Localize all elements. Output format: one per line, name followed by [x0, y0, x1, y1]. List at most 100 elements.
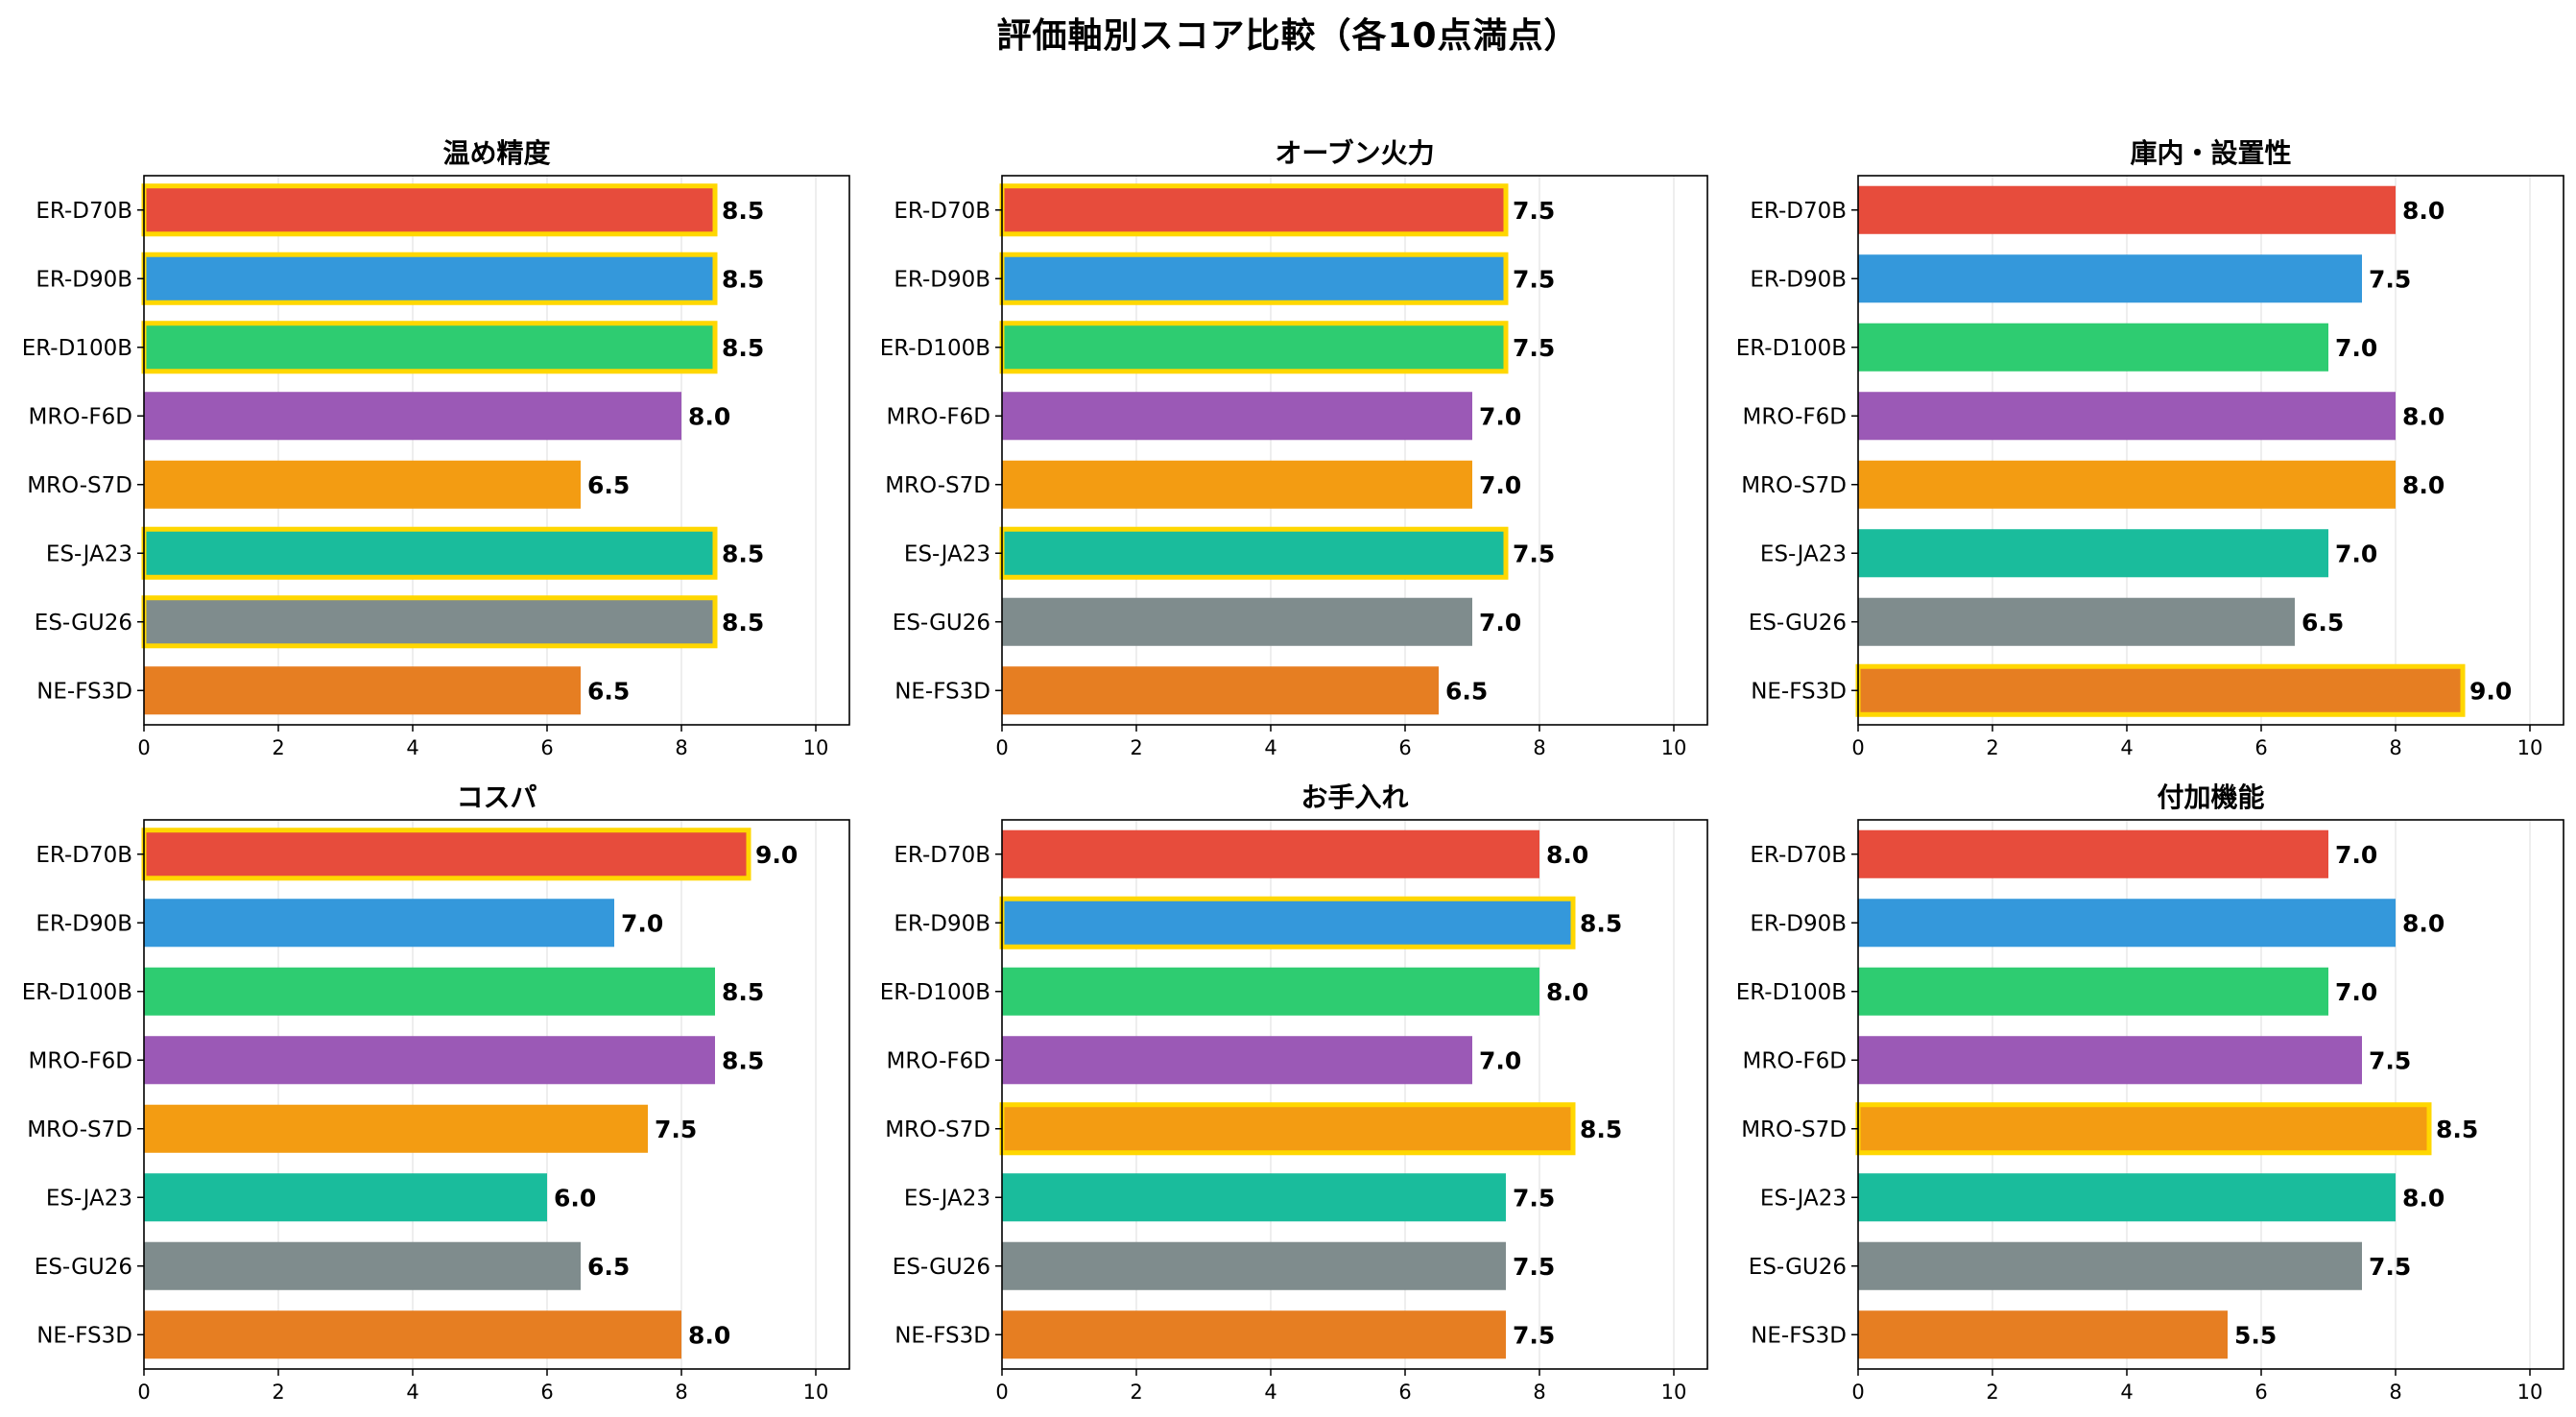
bar-MRO-F6D	[1002, 392, 1472, 441]
ytick-label: ER-D70B	[36, 843, 132, 868]
value-label: 7.0	[2335, 841, 2377, 869]
bar-NE-FS3D	[1858, 1310, 2228, 1359]
value-label: 7.0	[2335, 334, 2377, 362]
xtick-label: 2	[272, 736, 284, 759]
value-label: 8.5	[1580, 1116, 1622, 1143]
ytick-label: ES-GU26	[893, 1255, 990, 1280]
bar-MRO-F6D	[1858, 1036, 2362, 1085]
ytick-label: NE-FS3D	[1751, 679, 1847, 704]
bar-ER-D70B	[999, 183, 1509, 237]
panel-4: コスパ 9.0 ER-D70B 7.0 ER-D90B 8.5 ER-D100B 8.5 MRO…	[22, 781, 850, 1404]
plot-frame	[1857, 819, 2564, 1370]
ytick-label: NE-FS3D	[36, 679, 132, 704]
ytick-label: ES-GU26	[893, 611, 990, 636]
xtick-label: 6	[1398, 736, 1411, 759]
value-label: 7.5	[655, 1116, 697, 1143]
xtick-label: 8	[675, 736, 687, 759]
bar-ER-D90B	[999, 896, 1576, 949]
bar-MRO-S7D	[1855, 1102, 2432, 1156]
bar-ES-GU26	[141, 595, 718, 649]
plot-frame	[143, 819, 850, 1370]
ytick-label: ES-GU26	[35, 611, 132, 636]
panel-title: お手入れ	[1300, 781, 1408, 813]
xtick-label: 6	[540, 1381, 553, 1404]
bar-ER-D70B	[1002, 829, 1539, 878]
value-label: 8.0	[2402, 471, 2445, 499]
bar-ES-JA23	[144, 1173, 547, 1222]
bar-MRO-S7D	[999, 1102, 1576, 1156]
ytick-label: ER-D100B	[1736, 980, 1847, 1005]
ytick-label: ES-JA23	[1760, 1186, 1847, 1211]
bar-ES-GU26	[1858, 1241, 2362, 1290]
bar-NE-FS3D	[1855, 663, 2466, 717]
xtick-label: 4	[1264, 736, 1276, 759]
bar-ER-D90B	[1858, 254, 2362, 303]
xtick-label: 2	[1986, 736, 1998, 759]
value-label: 8.0	[1546, 841, 1588, 869]
value-label: 6.5	[587, 677, 630, 705]
ytick-label: ES-JA23	[46, 1186, 132, 1211]
ytick-label: ER-D90B	[36, 911, 132, 936]
ytick-label: MRO-S7D	[885, 1117, 990, 1142]
bar-ER-D70B	[1858, 185, 2396, 234]
xtick-label: 2	[1130, 1381, 1142, 1404]
xtick-label: 8	[675, 1381, 687, 1404]
bar-MRO-S7D	[144, 1104, 648, 1153]
value-label: 7.0	[2335, 978, 2377, 1006]
value-label: 8.5	[722, 265, 764, 293]
panel-title: 温め精度	[442, 137, 550, 169]
value-label: 8.0	[688, 1321, 730, 1349]
panel-2: オーブン火力 7.5 ER-D70B 7.5 ER-D90B 7.5 ER-D100B 7.0…	[880, 137, 1708, 759]
value-label: 7.5	[1513, 1321, 1555, 1349]
bar-ER-D70B	[141, 183, 718, 237]
plot-frame	[1001, 819, 1708, 1370]
value-label: 8.0	[688, 402, 730, 430]
value-label: 8.5	[2436, 1116, 2478, 1143]
xtick-label: 4	[2120, 1381, 2133, 1404]
value-label: 8.5	[722, 197, 764, 225]
bar-MRO-S7D	[144, 460, 581, 509]
ytick-label: ER-D100B	[1736, 336, 1847, 361]
panel-3: 庫内・設置性 8.0 ER-D70B 7.5 ER-D90B 7.0 ER-D100B 8.0…	[1736, 137, 2564, 759]
value-label: 8.5	[722, 334, 764, 362]
value-label: 7.5	[2369, 1046, 2411, 1074]
ytick-label: MRO-S7D	[1741, 473, 1847, 498]
bar-MRO-S7D	[1002, 460, 1472, 509]
ytick-label: ER-D90B	[1750, 911, 1847, 936]
plot-frame	[1001, 175, 1708, 726]
xtick-label: 4	[2120, 736, 2133, 759]
bar-ES-JA23	[999, 526, 1509, 580]
xtick-label: 0	[137, 736, 150, 759]
value-label: 7.0	[1479, 1046, 1521, 1074]
xtick-label: 10	[2517, 736, 2543, 759]
value-label: 7.5	[2369, 1253, 2411, 1281]
ytick-label: MRO-F6D	[887, 1048, 990, 1073]
bar-ER-D100B	[1002, 967, 1539, 1016]
value-label: 8.5	[722, 978, 764, 1006]
bar-ES-JA23	[1858, 529, 2328, 578]
ytick-label: ES-GU26	[1749, 1255, 1847, 1280]
ytick-label: ER-D70B	[36, 199, 132, 224]
xtick-label: 2	[1986, 1381, 1998, 1404]
ytick-label: ER-D100B	[22, 980, 132, 1005]
bar-MRO-F6D	[1858, 392, 2396, 441]
xtick-label: 6	[2254, 1381, 2267, 1404]
bar-ES-GU26	[1002, 1241, 1506, 1290]
xtick-label: 8	[1533, 1381, 1545, 1404]
panel-title: オーブン火力	[1275, 137, 1434, 169]
value-label: 7.0	[1479, 402, 1521, 430]
value-label: 8.5	[722, 609, 764, 636]
xtick-label: 10	[2517, 1381, 2543, 1404]
ytick-label: NE-FS3D	[36, 1323, 132, 1348]
value-label: 7.5	[1513, 1253, 1555, 1281]
bar-ER-D100B	[141, 321, 718, 374]
bar-NE-FS3D	[1002, 666, 1439, 715]
bar-ES-JA23	[1002, 1173, 1506, 1222]
ytick-label: MRO-S7D	[27, 1117, 132, 1142]
ytick-label: ER-D90B	[1750, 267, 1847, 292]
value-label: 9.0	[2469, 677, 2512, 705]
panel-1: 温め精度 8.5 ER-D70B 8.5 ER-D90B 8.5 ER-D100B 8.0 MR…	[22, 137, 850, 759]
xtick-label: 6	[540, 736, 553, 759]
value-label: 8.0	[1546, 978, 1588, 1006]
value-label: 7.5	[1513, 540, 1555, 567]
